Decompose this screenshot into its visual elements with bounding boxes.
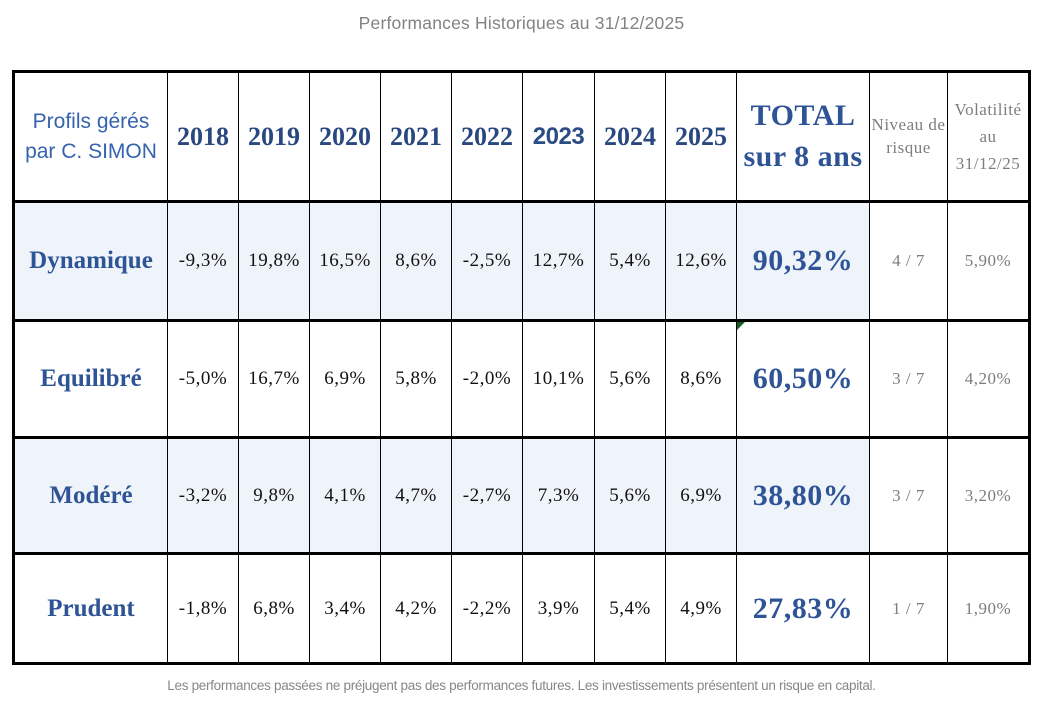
value-cell: -3,2% <box>167 436 239 555</box>
value-cell: -1,8% <box>167 552 239 665</box>
performance-table: Profils gérés par C. SIMON 2018 2019 202… <box>12 70 1031 665</box>
corner-header-cell: Profils gérés par C. SIMON <box>13 70 168 203</box>
profile-label: Equilibré <box>13 319 168 439</box>
year-header-2018: 2018 <box>167 70 239 203</box>
value-cell: -5,0% <box>167 319 239 439</box>
value-cell: 5,4% <box>594 552 666 665</box>
volatility-header-line2: au <box>979 126 997 146</box>
value-cell: 4,1% <box>309 436 381 555</box>
risk-value-cell: 3 / 7 <box>869 319 948 439</box>
value-cell: 19,8% <box>238 200 310 322</box>
total-header-line1: TOTAL <box>750 99 856 132</box>
total-value-cell: 90,32% <box>736 200 870 322</box>
cell-comment-marker-icon <box>737 323 745 330</box>
volatility-header-line3: 31/12/25 <box>955 154 1021 174</box>
profile-label: Modéré <box>13 436 168 555</box>
profile-row-modere: Modéré -3,2% 9,8% 4,1% 4,7% -2,7% 7,3% 5… <box>13 436 1030 555</box>
volatility-value-cell: 4,20% <box>947 319 1030 439</box>
volatility-value-cell: 3,20% <box>947 436 1030 555</box>
page-title: Performances Historiques au 31/12/2025 <box>358 13 685 33</box>
value-cell: -2,7% <box>451 436 523 555</box>
risk-header-cell: Niveau de risque <box>869 70 948 203</box>
value-cell: 6,8% <box>238 552 310 665</box>
table-header-row: Profils gérés par C. SIMON 2018 2019 202… <box>13 70 1030 203</box>
value-cell: 5,4% <box>594 200 666 322</box>
value-cell: 4,9% <box>665 552 737 665</box>
value-cell: 12,7% <box>522 200 595 322</box>
value-cell: 3,4% <box>309 552 381 665</box>
year-header-2021: 2021 <box>380 70 452 203</box>
total-header-cell: TOTAL sur 8 ans <box>736 70 870 203</box>
risk-value-cell: 1 / 7 <box>869 552 948 665</box>
total-value-cell: 60,50% <box>736 319 870 439</box>
profile-row-prudent: Prudent -1,8% 6,8% 3,4% 4,2% -2,2% 3,9% … <box>13 552 1030 665</box>
total-value: 60,50% <box>752 362 854 395</box>
profile-row-equilibre: Equilibré -5,0% 16,7% 6,9% 5,8% -2,0% 10… <box>13 319 1030 439</box>
value-cell: 8,6% <box>665 319 737 439</box>
corner-header-line2: par C. SIMON <box>25 139 157 163</box>
value-cell: 9,8% <box>238 436 310 555</box>
risk-value-cell: 3 / 7 <box>869 436 948 555</box>
value-cell: 16,7% <box>238 319 310 439</box>
value-cell: 6,9% <box>665 436 737 555</box>
value-cell: 10,1% <box>522 319 595 439</box>
value-cell: 8,6% <box>380 200 452 322</box>
value-cell: -2,2% <box>451 552 523 665</box>
risk-header-line1: Niveau de <box>871 114 946 134</box>
value-cell: 12,6% <box>665 200 737 322</box>
value-cell: 4,7% <box>380 436 452 555</box>
year-header-2025: 2025 <box>665 70 737 203</box>
volatility-value-cell: 1,90% <box>947 552 1030 665</box>
corner-header-line1: Profils gérés <box>32 110 150 134</box>
risk-value-cell: 4 / 7 <box>869 200 948 322</box>
value-cell: -2,5% <box>451 200 523 322</box>
volatility-header-line1: Volatilité <box>954 99 1022 119</box>
value-cell: 5,8% <box>380 319 452 439</box>
total-header-line2: sur 8 ans <box>743 139 863 173</box>
profile-row-dynamique: Dynamique -9,3% 19,8% 16,5% 8,6% -2,5% 1… <box>13 200 1030 322</box>
profile-label: Dynamique <box>13 200 168 322</box>
year-header-2020: 2020 <box>309 70 381 203</box>
value-cell: -9,3% <box>167 200 239 322</box>
year-header-2019: 2019 <box>238 70 310 203</box>
value-cell: 4,2% <box>380 552 452 665</box>
volatility-value-cell: 5,90% <box>947 200 1030 322</box>
total-value-cell: 27,83% <box>736 552 870 665</box>
value-cell: 5,6% <box>594 319 666 439</box>
year-header-2024: 2024 <box>594 70 666 203</box>
value-cell: 3,9% <box>522 552 595 665</box>
year-header-2023: 2023 <box>522 70 595 203</box>
risk-header-line2: risque <box>886 137 931 157</box>
volatility-header-cell: Volatilité au 31/12/25 <box>947 70 1030 203</box>
value-cell: 5,6% <box>594 436 666 555</box>
value-cell: 7,3% <box>522 436 595 555</box>
total-value-cell: 38,80% <box>736 436 870 555</box>
disclaimer-text: Les performances passées ne préjugent pa… <box>167 678 876 693</box>
value-cell: 16,5% <box>309 200 381 322</box>
value-cell: -2,0% <box>451 319 523 439</box>
value-cell: 6,9% <box>309 319 381 439</box>
profile-label: Prudent <box>13 552 168 665</box>
year-header-2022: 2022 <box>451 70 523 203</box>
